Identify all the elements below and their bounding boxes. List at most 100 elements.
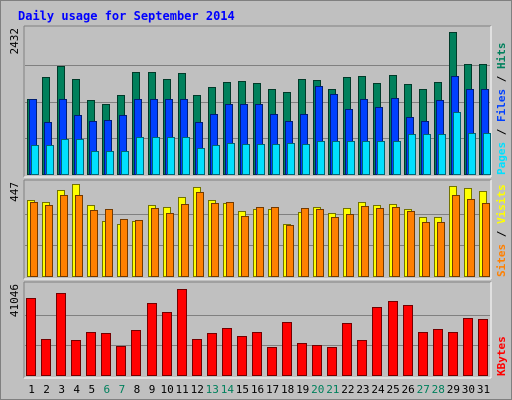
bar-kbytes-day-29 [449,333,458,376]
panel-3-ymax-label: 41046 [8,284,21,317]
legend-separator: / [495,122,508,142]
bar-pages-day-14 [228,144,235,175]
bar-pages-day-21 [333,142,340,175]
bar-kbytes-day-10 [163,313,172,376]
x-tick-day-16: 16 [251,383,264,396]
bar-kbytes-day-12 [193,340,202,376]
x-tick-day-20: 20 [311,383,324,396]
bar-pages-day-11 [183,138,190,175]
legend-kbytes: KBytes [495,336,508,376]
bar-sites-day-2 [46,206,53,277]
bar-pages-day-19 [303,145,310,175]
bar-sites-day-5 [91,211,98,277]
legend-separator: / [495,224,508,244]
bar-sites-day-21 [332,218,339,277]
chart-title: Daily usage for September 2014 [18,9,235,23]
x-tick-day-23: 23 [356,383,369,396]
bar-pages-day-22 [348,142,355,175]
bar-kbytes-day-19 [298,344,307,376]
x-tick-day-11: 11 [176,383,189,396]
bar-kbytes-day-5 [87,333,96,376]
bar-kbytes-day-13 [208,334,217,376]
bar-kbytes-day-9 [148,304,157,376]
bar-pages-day-27 [424,135,431,175]
bar-pages-day-12 [198,149,205,175]
bar-kbytes-day-30 [464,319,473,376]
bar-kbytes-day-1 [27,299,36,376]
panel-2-legend: Sites / Visits [495,184,508,277]
x-tick-day-21: 21 [326,383,339,396]
bar-sites-day-9 [152,209,159,277]
legend-sites: Sites [495,244,508,277]
x-tick-day-2: 2 [43,383,50,396]
x-tick-day-4: 4 [73,383,80,396]
bar-kbytes-day-17 [268,348,277,376]
legend-hits: Hits [495,43,508,70]
bar-sites-day-29 [453,196,460,277]
bar-kbytes-day-7 [117,347,126,376]
bar-sites-day-10 [167,214,174,277]
x-tick-day-3: 3 [58,383,65,396]
bar-kbytes-day-11 [178,290,187,376]
bar-kbytes-day-2 [42,340,51,376]
bar-sites-day-23 [362,207,369,277]
bar-kbytes-day-18 [283,323,292,376]
bar-sites-day-20 [317,210,324,277]
x-tick-day-7: 7 [119,383,126,396]
bar-pages-day-16 [258,145,265,175]
bar-kbytes-day-28 [434,330,443,376]
bar-sites-day-19 [302,209,309,277]
bar-pages-day-1 [32,146,39,175]
bar-kbytes-day-27 [419,333,428,376]
x-tick-day-12: 12 [191,383,204,396]
bar-sites-day-16 [257,208,264,277]
bar-sites-day-1 [31,203,38,277]
legend-visits: Visits [495,184,508,224]
bar-kbytes-day-24 [373,308,382,376]
bar-sites-day-3 [61,196,68,277]
x-tick-day-28: 28 [432,383,445,396]
bar-sites-day-13 [212,204,219,277]
bar-kbytes-day-16 [253,333,262,376]
bar-sites-day-18 [287,226,294,277]
bar-pages-day-29 [454,113,461,175]
bar-kbytes-day-23 [358,341,367,376]
x-tick-day-8: 8 [134,383,141,396]
bar-kbytes-day-14 [223,329,232,376]
bar-pages-day-25 [394,142,401,175]
x-tick-day-10: 10 [160,383,173,396]
x-tick-day-5: 5 [88,383,95,396]
bar-kbytes-day-20 [313,346,322,376]
bar-pages-day-4 [77,140,84,175]
bar-sites-day-30 [468,200,475,277]
bar-pages-day-18 [288,144,295,175]
x-tick-day-26: 26 [402,383,415,396]
x-tick-day-9: 9 [149,383,156,396]
bar-sites-day-15 [242,217,249,277]
bar-sites-day-12 [197,193,204,277]
bar-kbytes-day-22 [343,324,352,376]
panel-3-legend: KBytes [495,336,508,376]
bar-sites-day-26 [408,212,415,277]
bar-pages-day-6 [107,152,114,175]
bar-sites-day-4 [76,196,83,277]
x-tick-day-17: 17 [266,383,279,396]
bar-pages-day-13 [213,146,220,175]
x-tick-day-18: 18 [281,383,294,396]
panels [24,26,491,378]
x-tick-day-1: 1 [28,383,35,396]
bar-sites-day-24 [377,209,384,277]
bar-kbytes-day-25 [389,302,398,376]
legend-files: Files [495,89,508,122]
x-tick-day-15: 15 [236,383,249,396]
bar-pages-day-17 [273,145,280,175]
x-tick-day-25: 25 [386,383,399,396]
bar-sites-day-11 [182,205,189,277]
bar-sites-day-31 [483,204,490,277]
x-tick-day-22: 22 [341,383,354,396]
bar-pages-day-2 [47,146,54,175]
bar-kbytes-day-31 [479,320,488,376]
bar-sites-day-25 [393,208,400,277]
bar-pages-day-9 [153,138,160,175]
legend-separator: / [495,69,508,89]
